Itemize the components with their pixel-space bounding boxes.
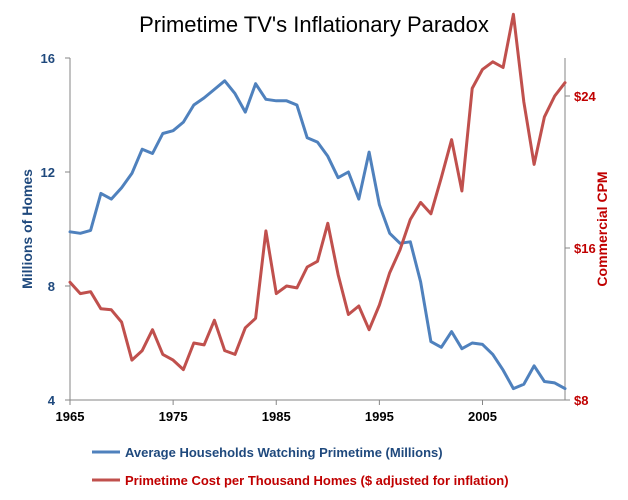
x-tick-label: 2005 — [468, 409, 497, 424]
left-tick-label: 4 — [48, 393, 56, 408]
x-tick-label: 1975 — [159, 409, 188, 424]
series-line-households — [68, 79, 567, 391]
right-axis-label: Commercial CPM — [594, 171, 610, 286]
chart-title: Primetime TV's Inflationary Paradox — [139, 12, 489, 37]
left-axis-ticks: 4 8 12 16 — [41, 51, 70, 408]
legend-label-households: Average Households Watching Primetime (M… — [125, 445, 443, 460]
right-tick-label: $8 — [574, 393, 588, 408]
right-tick-label: $24 — [574, 89, 596, 104]
left-tick-label: 8 — [48, 279, 55, 294]
left-tick-label: 16 — [41, 51, 55, 66]
left-tick-label: 12 — [41, 165, 55, 180]
x-tick-label: 1965 — [56, 409, 85, 424]
left-axis-label: Millions of Homes — [19, 169, 35, 289]
series-line-cpm — [68, 12, 567, 372]
right-tick-label: $16 — [574, 241, 596, 256]
series-layer — [68, 12, 567, 391]
x-axis-ticks: 1965 1975 1985 1995 2005 — [56, 400, 497, 424]
right-axis-ticks: $8 $16 $24 — [565, 89, 596, 408]
legend-label-cpm: Primetime Cost per Thousand Homes ($ adj… — [125, 473, 509, 488]
x-tick-label: 1995 — [365, 409, 394, 424]
x-tick-label: 1985 — [262, 409, 291, 424]
legend: Average Households Watching Primetime (M… — [92, 445, 509, 488]
